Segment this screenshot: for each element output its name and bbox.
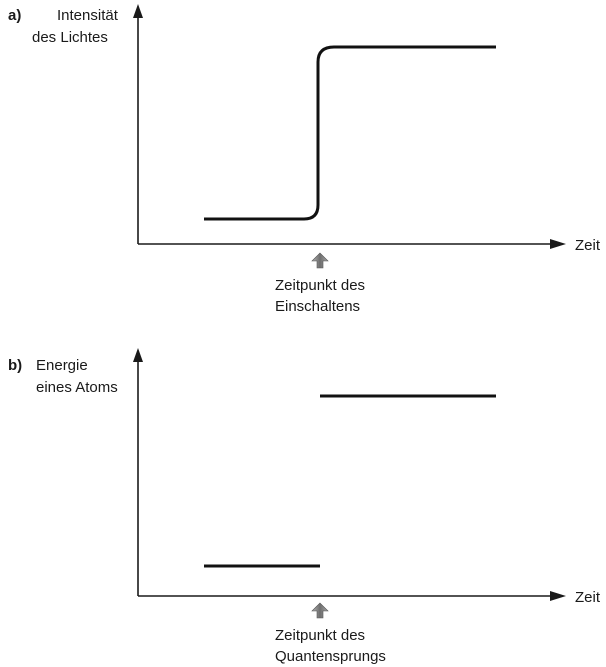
panel-a-x-axis-arrow-icon	[550, 239, 566, 249]
panel-b-marker-line2: Quantensprungs	[275, 648, 386, 665]
panel-a-marker-line2: Einschaltens	[275, 298, 360, 315]
panel-a-marker-line1: Zeitpunkt des	[275, 277, 365, 294]
panel-b-tag: b)	[8, 357, 22, 374]
panel-b-x-axis-arrow-icon	[550, 591, 566, 601]
panel-b-x-label: Zeit	[575, 589, 601, 606]
panel-a-up-arrow-marker-icon	[311, 252, 329, 269]
panel-a-tag: a)	[8, 7, 21, 24]
panel-a-y-label-line2: des Lichtes	[32, 29, 108, 46]
panel-b-marker-line1: Zeitpunkt des	[275, 627, 365, 644]
panel-b: b) Energie eines Atoms Zeit Zeitpunkt de…	[8, 348, 601, 665]
panel-a: a) Intensität des Lichtes Zeit Zeitpunkt…	[8, 4, 601, 315]
panel-b-up-arrow-marker-icon	[311, 602, 329, 619]
panel-b-y-label-line2: eines Atoms	[36, 379, 118, 396]
panel-b-y-label-line1: Energie	[36, 357, 88, 374]
panel-a-y-label-line1: Intensität	[57, 7, 119, 24]
panel-a-x-label: Zeit	[575, 237, 601, 254]
panel-a-intensity-curve	[204, 45, 496, 221]
panel-b-y-axis-arrow-icon	[133, 348, 143, 362]
panel-a-y-axis-arrow-icon	[133, 4, 143, 18]
